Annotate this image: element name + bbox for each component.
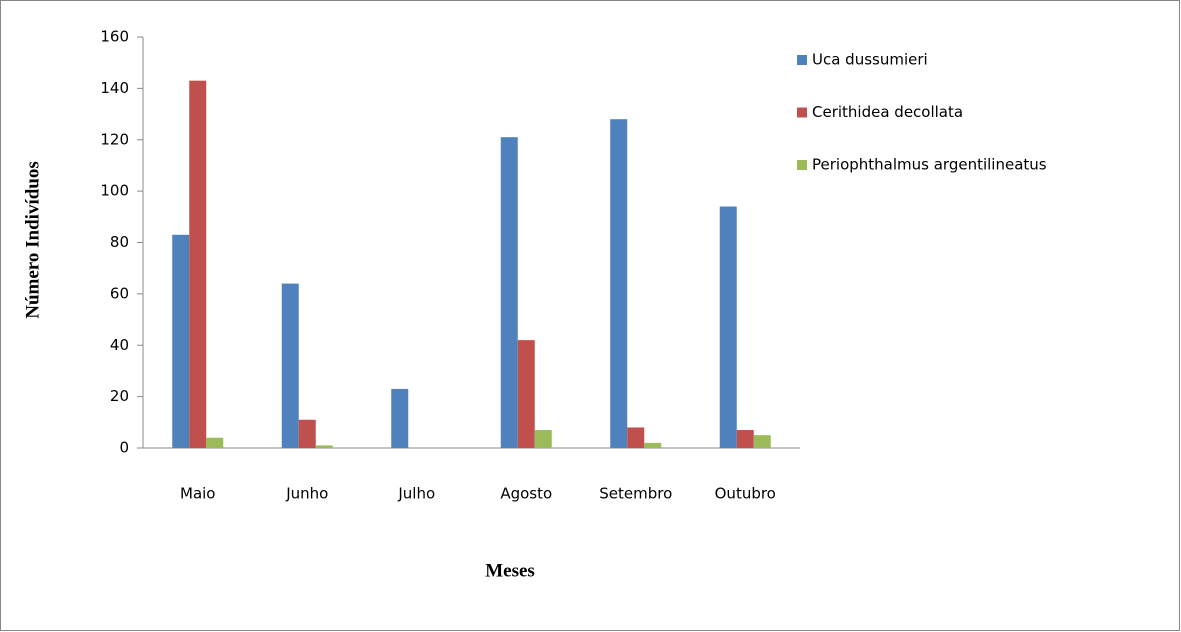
x-tick-label: Julho bbox=[397, 485, 435, 503]
bar bbox=[534, 430, 552, 448]
legend-swatch bbox=[797, 160, 807, 170]
bar bbox=[189, 80, 207, 448]
x-tick-label: Agosto bbox=[500, 485, 552, 503]
x-axis-label: Meses bbox=[485, 560, 535, 581]
bar bbox=[627, 427, 645, 448]
bar bbox=[500, 137, 518, 448]
y-tick-label: 120 bbox=[100, 130, 129, 148]
y-tick-label: 40 bbox=[110, 336, 129, 354]
y-axis-label: Número Indivíduos bbox=[22, 161, 43, 319]
x-tick-label: Outubro bbox=[715, 485, 776, 503]
y-tick-label: 160 bbox=[100, 28, 129, 46]
y-tick-label: 20 bbox=[110, 387, 129, 405]
x-tick-label: Setembro bbox=[599, 485, 672, 503]
legend-label: Periophthalmus argentilineatus bbox=[812, 156, 1047, 174]
legend-swatch bbox=[797, 55, 807, 65]
legend-label: Uca dussumieri bbox=[812, 51, 928, 69]
y-tick-label: 80 bbox=[110, 233, 129, 251]
bar bbox=[517, 340, 535, 448]
bar bbox=[298, 419, 316, 448]
bar bbox=[753, 435, 771, 448]
bar bbox=[315, 445, 333, 448]
bar bbox=[719, 206, 737, 448]
bar bbox=[736, 430, 754, 448]
bar bbox=[206, 437, 224, 448]
legend-label: Cerithidea decollata bbox=[812, 103, 963, 121]
y-tick-label: 100 bbox=[100, 182, 129, 200]
legend-swatch bbox=[797, 107, 807, 118]
bar bbox=[172, 234, 190, 448]
bar bbox=[610, 119, 628, 448]
y-tick-label: 60 bbox=[110, 284, 129, 302]
x-tick-label: Maio bbox=[180, 485, 215, 503]
x-tick-label: Junho bbox=[285, 485, 328, 503]
bar bbox=[644, 442, 662, 448]
y-tick-label: 140 bbox=[100, 79, 129, 97]
y-tick-label: 0 bbox=[119, 439, 129, 457]
bar bbox=[391, 388, 409, 448]
bar bbox=[281, 283, 299, 448]
